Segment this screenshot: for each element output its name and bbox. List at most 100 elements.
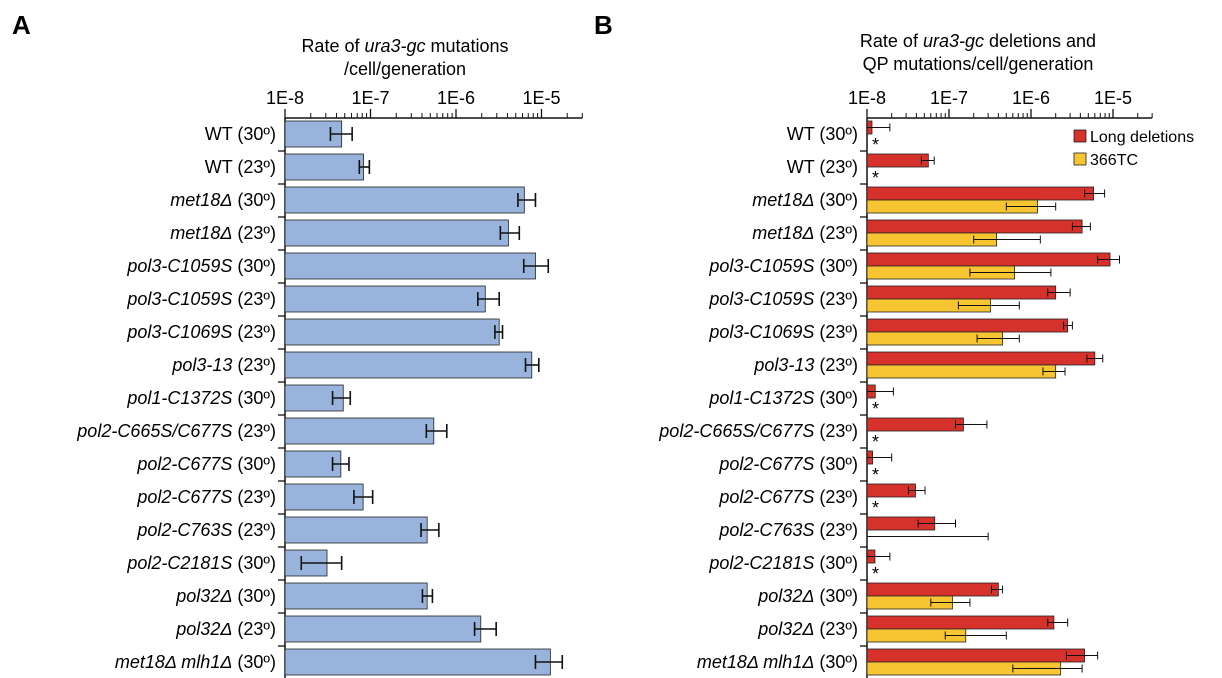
category-label: pol3-13 (23º): [171, 355, 276, 375]
bar: [284, 516, 428, 544]
category-label-part: (30º): [232, 553, 276, 573]
bar: [866, 318, 1069, 333]
category-label-part: (30º): [232, 586, 276, 606]
category-label-part: pol3-C1069S: [708, 322, 814, 342]
tick-label: 1E-6: [1012, 88, 1050, 108]
category-label-part: pol3-C1069S: [126, 322, 232, 342]
category-label-part: (30º): [232, 190, 276, 210]
category-label: met18Δ mlh1Δ (30º): [697, 652, 858, 672]
category-label-part: (23º): [232, 421, 276, 441]
category-label: pol2-C763S (23º): [136, 520, 276, 540]
category-label: WT (23º): [787, 157, 858, 177]
category-label: WT (30º): [787, 124, 858, 144]
axis-title-line-part: Rate of: [860, 31, 923, 51]
category-label: pol3-C1059S (30º): [126, 256, 276, 276]
bar: [284, 219, 509, 247]
category-label-part: (30º): [814, 553, 858, 573]
legend-label: Long deletions: [1090, 129, 1194, 146]
category-label-part: pol3-C1059S: [708, 289, 814, 309]
bar: [284, 582, 428, 610]
axis-title-line: Rate of ura3-gc deletions and: [860, 31, 1096, 51]
tick-label: 1E-6: [437, 88, 475, 108]
bar: [866, 582, 999, 597]
axis-title-line-part: ura3-gc: [923, 31, 984, 51]
category-label: met18Δ (30º): [752, 190, 858, 210]
category-label-part: met18Δ: [752, 190, 814, 210]
category-label-part: pol2-C763S: [136, 520, 232, 540]
category-label-part: (30º): [232, 454, 276, 474]
axis-title-line: QP mutations/cell/generation: [863, 54, 1094, 74]
category-label: pol3-C1069S (23º): [126, 322, 276, 342]
category-label-part: (30º): [232, 652, 276, 672]
bar: [866, 219, 1083, 234]
category-label: pol2-C2181S (30º): [708, 553, 858, 573]
category-label: pol2-C677S (30º): [718, 454, 858, 474]
category-label-part: (30º): [814, 454, 858, 474]
category-label-part: pol32Δ: [175, 619, 232, 639]
category-label: pol2-C677S (23º): [136, 487, 276, 507]
category-label-part: met18Δ: [170, 190, 232, 210]
bar: [284, 615, 482, 643]
bar: [284, 285, 486, 313]
category-label: WT (30º): [205, 124, 276, 144]
category-label-part: (23º): [814, 487, 858, 507]
axis-title-line: /cell/generation: [344, 59, 466, 79]
bar: [866, 364, 1057, 379]
category-label-part: met18Δ mlh1Δ: [115, 652, 233, 672]
category-label: pol2-C2181S (30º): [126, 553, 276, 573]
category-label-part: met18Δ: [752, 223, 814, 243]
category-label-part: pol32Δ: [175, 586, 232, 606]
asterisk-marker: *: [872, 465, 879, 485]
tick-label: 1E-5: [1094, 88, 1132, 108]
bar: [866, 186, 1095, 201]
category-label-part: pol2-C677S: [136, 454, 232, 474]
asterisk-marker: *: [872, 498, 879, 518]
category-label-part: pol2-C665S/C677S: [76, 421, 232, 441]
tick-label: 1E-7: [351, 88, 389, 108]
category-label-part: pol2-C677S: [718, 487, 814, 507]
axis-title-line-part: mutations: [426, 36, 509, 56]
bar: [866, 351, 1096, 366]
axis-title-line-part: deletions and: [984, 31, 1096, 51]
tick-label: 1E-8: [266, 88, 304, 108]
legend-swatch: [1073, 129, 1087, 143]
category-label-part: WT (30º): [205, 124, 276, 144]
category-label-part: (23º): [814, 322, 858, 342]
bar: [866, 252, 1111, 267]
category-label: pol32Δ (23º): [175, 619, 276, 639]
category-label-part: pol2-C665S/C677S: [658, 421, 814, 441]
category-label-part: (23º): [814, 223, 858, 243]
tick-label: 1E-5: [522, 88, 560, 108]
category-label-part: pol3-C1059S: [126, 289, 232, 309]
category-label-part: pol32Δ: [757, 586, 814, 606]
category-label: pol2-C665S/C677S (23º): [658, 421, 858, 441]
bar: [866, 417, 964, 432]
category-label: pol1-C1372S (30º): [708, 388, 858, 408]
category-label-part: (30º): [814, 652, 858, 672]
axis-title-line-part: Rate of: [301, 36, 364, 56]
bar: [866, 153, 929, 168]
category-label-part: pol2-C763S: [718, 520, 814, 540]
category-label: met18Δ (23º): [170, 223, 276, 243]
category-label: pol1-C1372S (30º): [126, 388, 276, 408]
category-label: met18Δ (30º): [170, 190, 276, 210]
category-label-part: (30º): [814, 586, 858, 606]
category-label-part: pol3-13: [753, 355, 814, 375]
category-label: pol32Δ (30º): [175, 586, 276, 606]
asterisk-marker: *: [872, 432, 879, 452]
category-label: pol3-C1059S (23º): [126, 289, 276, 309]
bar: [866, 615, 1055, 630]
category-label-part: (30º): [814, 388, 858, 408]
category-label-part: pol2-C677S: [136, 487, 232, 507]
category-label-part: (23º): [814, 355, 858, 375]
category-label-part: met18Δ mlh1Δ: [697, 652, 815, 672]
category-label-part: pol1-C1372S: [708, 388, 814, 408]
category-label: pol3-C1059S (30º): [708, 256, 858, 276]
bar: [284, 252, 536, 280]
category-label-part: pol1-C1372S: [126, 388, 232, 408]
axis-title-line-part: /cell/generation: [344, 59, 466, 79]
category-label-part: pol3-13: [171, 355, 232, 375]
legend-label: 366TC: [1090, 152, 1138, 169]
category-label-part: (23º): [232, 355, 276, 375]
bar: [284, 351, 533, 379]
